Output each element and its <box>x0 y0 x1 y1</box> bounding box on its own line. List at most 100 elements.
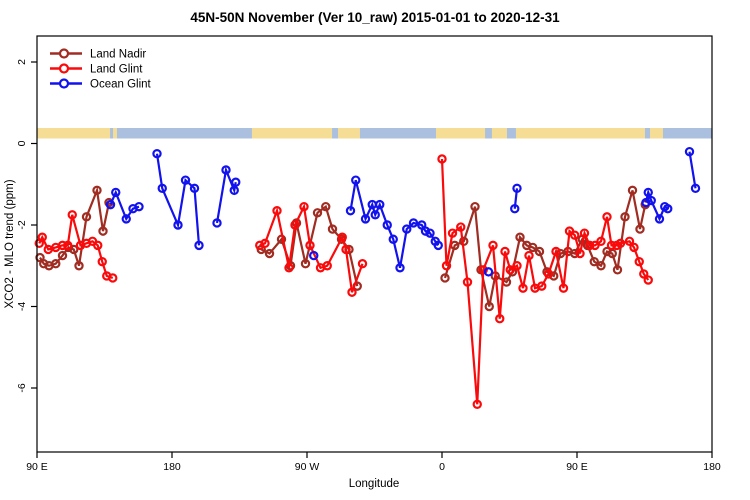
data-point-marker <box>551 246 561 257</box>
x-tick-label: 0 <box>439 461 445 473</box>
data-point-marker <box>272 206 282 216</box>
data-point-marker <box>515 232 525 242</box>
data-point-marker <box>212 218 222 228</box>
x-tick-label: 180 <box>703 461 721 473</box>
data-point-marker <box>549 271 559 281</box>
data-point-marker <box>663 203 673 214</box>
data-point-marker <box>51 259 61 269</box>
series-line <box>349 179 440 269</box>
data-point-marker <box>462 277 473 287</box>
y-tick-label: 0 <box>16 140 28 146</box>
land-strip-segment <box>37 128 111 139</box>
data-point-marker <box>357 259 368 269</box>
x-axis-label: Longitude <box>349 478 400 490</box>
land-ocean-map-strip <box>37 128 712 139</box>
data-point-marker <box>345 206 356 216</box>
series-line <box>155 153 201 246</box>
land-strip-segment <box>650 128 663 139</box>
data-point-marker <box>589 256 599 267</box>
data-point-marker <box>395 263 405 273</box>
data-point-marker <box>534 246 545 257</box>
data-point-marker <box>255 240 265 251</box>
data-point-marker <box>299 201 309 212</box>
data-point-marker <box>629 242 639 253</box>
legend-item-ocean-glint: Ocean Glint <box>50 78 152 91</box>
land-strip-segment <box>113 128 117 139</box>
x-tick-label: 90 E <box>566 461 588 473</box>
data-point-marker <box>402 224 412 234</box>
data-point-marker <box>180 175 191 185</box>
data-point-marker <box>505 265 515 275</box>
data-point-marker <box>157 183 167 194</box>
data-point-marker <box>327 224 338 234</box>
data-point-marker <box>518 283 528 293</box>
data-point-marker <box>643 275 653 285</box>
data-point-marker <box>425 228 435 238</box>
data-point-marker <box>341 244 351 255</box>
land-strip-segment <box>436 128 486 139</box>
data-point-marker <box>488 240 498 251</box>
data-series <box>34 146 701 409</box>
data-point-marker <box>111 187 121 198</box>
data-point-marker <box>440 273 450 283</box>
data-point-marker <box>654 214 665 224</box>
data-point-marker <box>264 248 275 259</box>
series-line <box>688 151 697 189</box>
series-line <box>259 203 364 293</box>
data-point-marker <box>612 265 623 275</box>
data-point-marker <box>575 248 585 259</box>
data-point-marker <box>537 281 547 291</box>
data-point-marker <box>606 240 617 251</box>
data-point-marker <box>596 261 606 271</box>
land-nadir-marker-icon <box>58 48 70 59</box>
data-point-marker <box>478 265 488 275</box>
data-point-marker <box>646 195 656 206</box>
legend-item-land-glint: Land Glint <box>50 63 143 76</box>
data-point-marker <box>643 187 653 198</box>
data-point-marker <box>74 261 84 271</box>
data-point-marker <box>524 250 534 261</box>
land-strip-segment <box>491 128 507 139</box>
data-point-marker <box>500 246 510 257</box>
data-point-marker <box>284 263 294 273</box>
data-point-marker <box>360 214 371 224</box>
land-glint-marker-icon <box>58 63 70 74</box>
data-point-marker <box>512 183 522 194</box>
data-point-marker <box>495 314 505 324</box>
data-point-marker <box>37 232 47 242</box>
data-point-marker <box>456 222 466 232</box>
data-point-marker <box>67 210 77 220</box>
data-point-marker <box>194 240 204 251</box>
data-point-marker <box>615 238 626 249</box>
data-point-marker <box>322 261 332 271</box>
data-point-marker <box>620 212 630 222</box>
data-point-marker <box>634 256 644 267</box>
data-point-marker <box>231 177 241 187</box>
x-tick-label: 90 W <box>295 461 320 473</box>
data-point-marker <box>108 273 118 283</box>
data-point-marker <box>312 208 323 218</box>
y-tick-label: -4 <box>16 302 28 311</box>
data-point-marker <box>627 185 638 196</box>
x-tick-label: 90 E <box>26 461 48 473</box>
data-point-marker <box>229 185 239 196</box>
data-point-marker <box>382 220 392 230</box>
land-strip-segment <box>515 128 645 139</box>
data-point-marker <box>39 259 49 269</box>
data-point-marker <box>370 210 380 220</box>
data-point-marker <box>300 259 311 269</box>
data-point-marker <box>121 214 131 224</box>
data-point-marker <box>510 203 520 214</box>
data-point-marker <box>93 240 103 251</box>
data-point-marker <box>596 236 606 246</box>
data-point-marker <box>690 183 701 194</box>
data-point-marker <box>437 154 447 164</box>
data-point-marker <box>347 287 357 297</box>
data-point-marker <box>635 224 645 234</box>
y-axis-label: XCO2 - MLO trend (ppm) <box>4 179 16 308</box>
data-point-marker <box>420 226 431 236</box>
data-point-marker <box>81 212 92 222</box>
data-point-marker <box>57 250 68 261</box>
data-point-marker <box>173 220 183 230</box>
